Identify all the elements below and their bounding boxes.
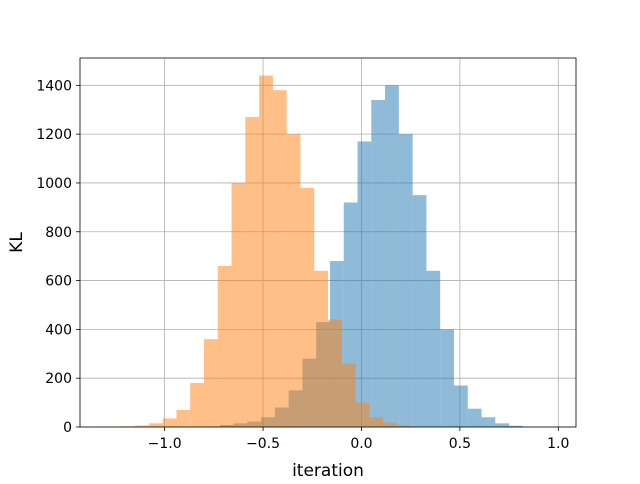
histogram-bar	[273, 90, 287, 427]
histogram-bar	[149, 423, 163, 427]
y-tick-label: 200	[45, 371, 72, 387]
y-tick-label: 1200	[36, 127, 72, 143]
histogram-bar	[314, 271, 328, 427]
bars-layer	[94, 76, 523, 427]
x-tick-label: 0.5	[449, 436, 471, 452]
histogram-bar	[245, 117, 259, 427]
histogram-bar	[287, 134, 301, 427]
histogram-bar	[328, 320, 342, 427]
histogram-bar	[495, 423, 509, 427]
y-axis-label: KL	[7, 232, 27, 253]
histogram-bar	[482, 417, 496, 427]
histogram-bar	[259, 76, 273, 427]
histogram-bar	[218, 266, 232, 427]
y-tick-label: 800	[45, 225, 72, 241]
histogram-bar	[426, 271, 440, 427]
histogram-bar	[232, 183, 246, 427]
histogram-bar	[440, 329, 454, 427]
histogram-bar	[190, 383, 204, 427]
histogram-bar	[371, 100, 385, 427]
y-tick-label: 400	[45, 322, 72, 338]
histogram-bar	[383, 423, 397, 427]
histogram-bar	[163, 418, 177, 427]
x-axis-label: iteration	[292, 461, 364, 480]
y-tick-label: 600	[45, 274, 72, 290]
histogram-bar	[176, 410, 190, 427]
histogram-bar	[413, 195, 427, 427]
y-tick-label: 1000	[36, 176, 72, 192]
x-tick-label: −1.0	[148, 436, 182, 452]
histogram-bar	[454, 386, 468, 427]
x-tick-label: 0.0	[350, 436, 372, 452]
y-tick-label: 1400	[36, 78, 72, 94]
histogram-bar	[399, 134, 413, 427]
x-tick-label: −0.5	[246, 436, 280, 452]
y-tick-label: 0	[63, 420, 72, 436]
histogram-bar	[300, 188, 314, 427]
histogram-bar	[342, 364, 356, 427]
histogram-bar	[204, 339, 218, 427]
histogram-bar	[358, 141, 372, 427]
histogram-bar	[468, 409, 482, 427]
histogram-bar	[385, 85, 399, 427]
histogram-bar	[356, 403, 370, 427]
x-tick-label: 1.0	[547, 436, 569, 452]
histogram-bar	[369, 417, 383, 427]
